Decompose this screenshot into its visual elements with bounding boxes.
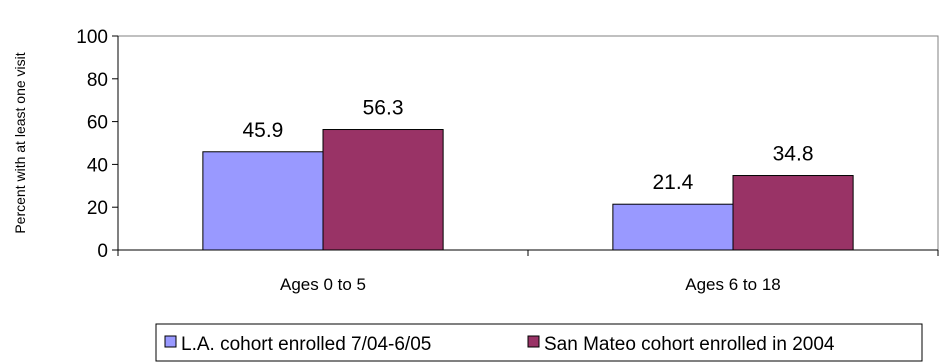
bar-value-label: 34.8 bbox=[773, 143, 814, 166]
y-tick-label: 40 bbox=[87, 155, 108, 176]
bar-san-mateo bbox=[732, 175, 854, 251]
y-tick-label: 20 bbox=[87, 198, 108, 219]
bar-san-mateo bbox=[322, 129, 444, 251]
x-category-label: Ages 6 to 18 bbox=[685, 275, 780, 294]
y-axis-title: Percent with at least one visit bbox=[12, 52, 28, 233]
y-tick-label: 100 bbox=[76, 27, 108, 48]
x-axis-categories: Ages 0 to 5 Ages 6 to 18 bbox=[117, 250, 939, 294]
x-category-label: Ages 0 to 5 bbox=[280, 275, 366, 294]
legend-swatch-la bbox=[164, 335, 177, 348]
y-axis-ticks: 0 20 40 60 80 100 bbox=[76, 27, 118, 262]
y-tick-label: 80 bbox=[87, 70, 108, 91]
bar-la bbox=[612, 203, 734, 251]
bar-value-label: 45.9 bbox=[242, 119, 283, 142]
bar-group: 45.9 56.3 21.4 34.8 bbox=[202, 97, 854, 251]
bar-la bbox=[202, 151, 324, 251]
bar-value-label: 21.4 bbox=[652, 171, 693, 194]
legend-label-san-mateo: San Mateo cohort enrolled in 2004 bbox=[544, 334, 835, 355]
legend: L.A. cohort enrolled 7/04-6/05 San Mateo… bbox=[155, 323, 923, 362]
bar-value-label: 56.3 bbox=[363, 97, 404, 120]
y-tick-label: 60 bbox=[87, 113, 108, 134]
legend-label-la: L.A. cohort enrolled 7/04-6/05 bbox=[181, 334, 431, 355]
y-tick-label: 0 bbox=[97, 241, 108, 262]
legend-swatch-san-mateo bbox=[527, 335, 540, 348]
